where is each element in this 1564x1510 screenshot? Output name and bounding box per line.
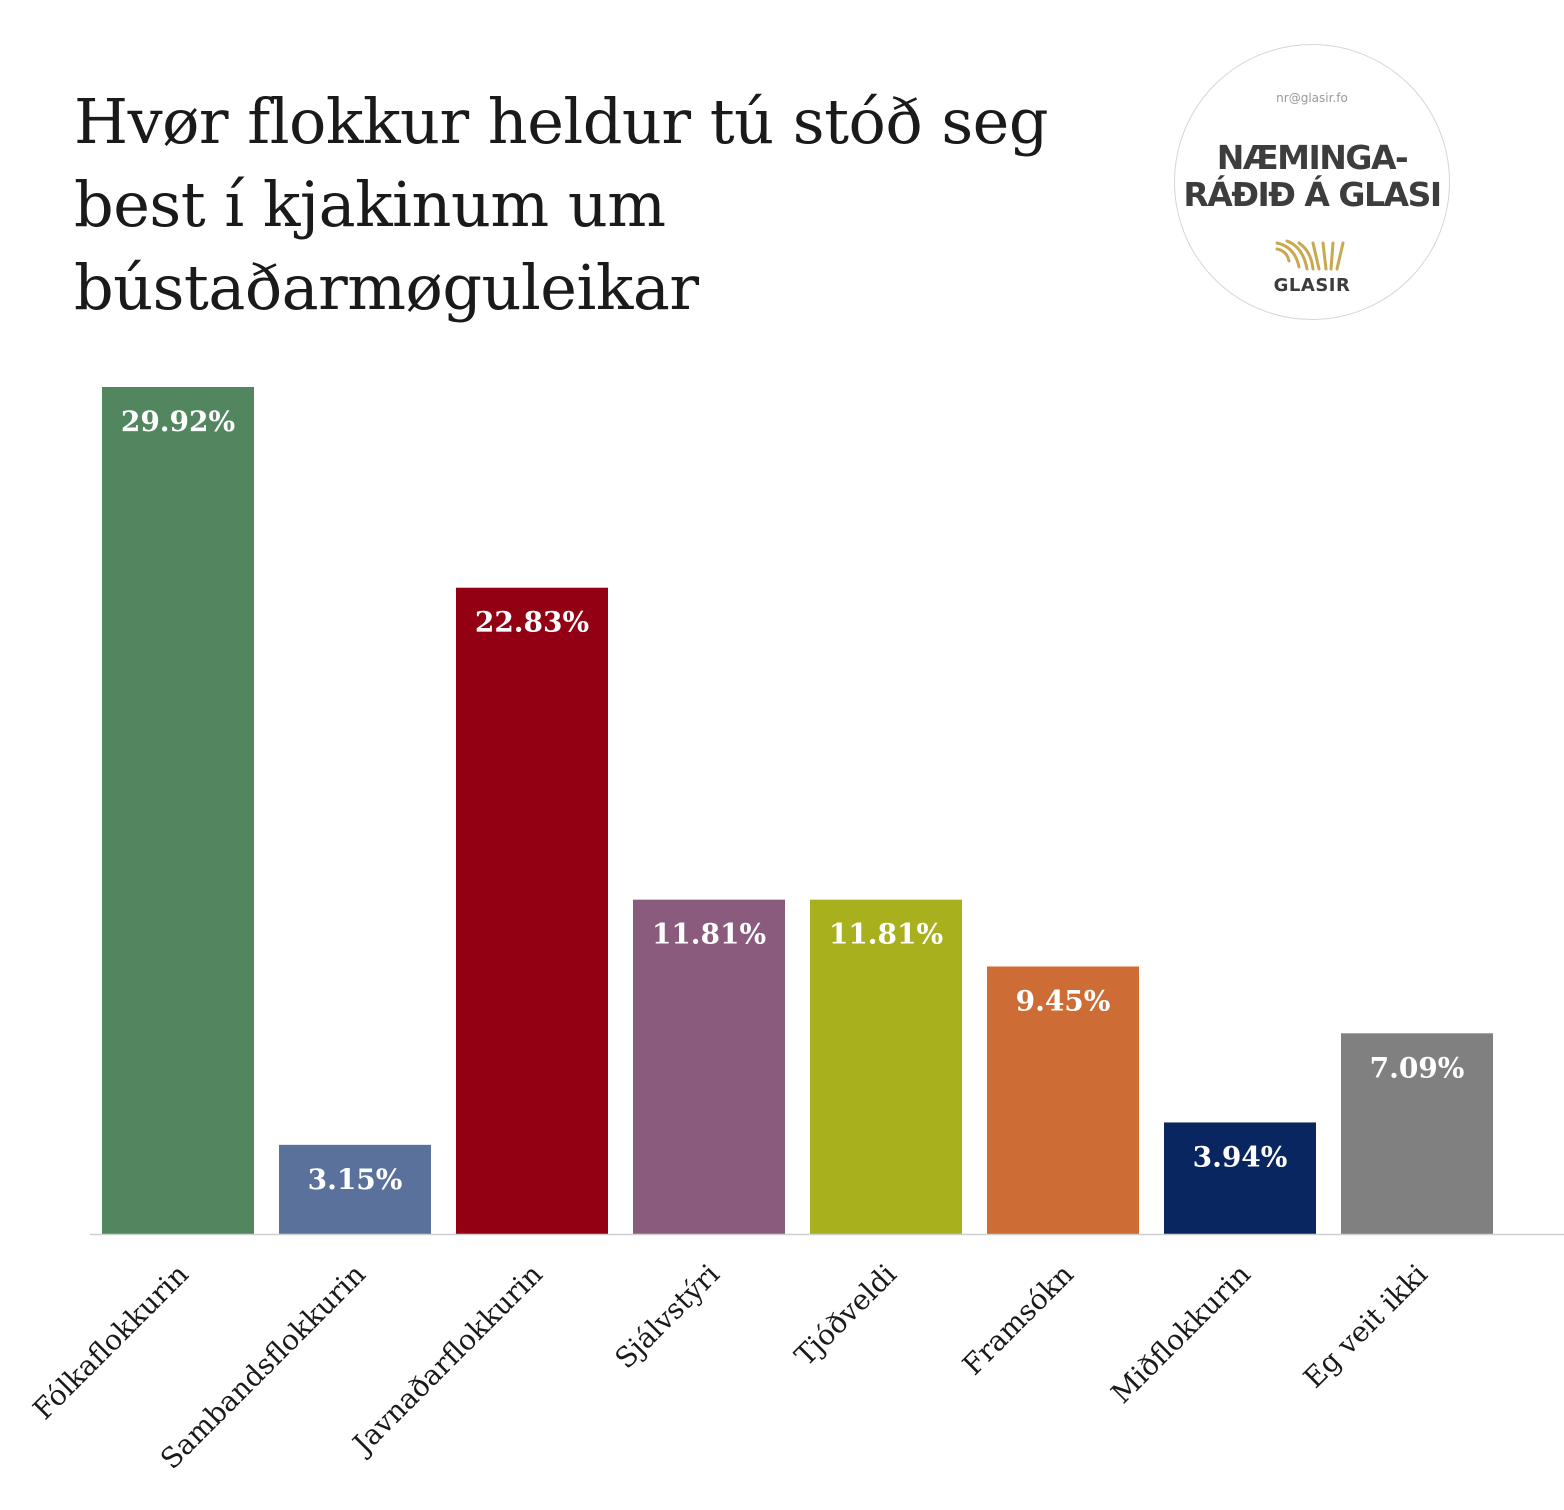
value-label-4: 11.81% (829, 918, 943, 951)
bar-2 (456, 587, 608, 1234)
chart-title: Hvør flokkur heldur tú stóð seg best í k… (74, 80, 1114, 329)
bar-7 (1341, 1033, 1493, 1234)
value-label-0: 29.92% (121, 405, 235, 438)
value-label-1: 3.15% (308, 1163, 403, 1196)
logo-badge: nr@glasir.fo NÆMINGA- RÁÐIÐ Á GLASI GLAS… (1174, 44, 1450, 320)
bar-4 (810, 899, 962, 1234)
category-label-5: Framsókn (956, 1258, 1080, 1382)
category-labels: FólkaflokkurinSambandsflokkurinJavnaðarf… (26, 1258, 1433, 1476)
bar-1 (279, 1144, 431, 1234)
category-label-1: Sambandsflokkurin (154, 1258, 372, 1476)
bars (102, 387, 1493, 1234)
chart-title-line-2: best í kjakinum um (74, 168, 666, 241)
logo-email: nr@glasir.fo (1276, 91, 1348, 105)
value-label-6: 3.94% (1193, 1140, 1288, 1173)
value-label-5: 9.45% (1016, 984, 1111, 1017)
chart-title-line-1: Hvør flokkur heldur tú stóð seg (74, 85, 1049, 158)
value-label-2: 22.83% (475, 606, 589, 639)
category-label-7: Eg veit ikki (1297, 1258, 1434, 1395)
logo-name-line-1: NÆMINGA- (1216, 138, 1409, 177)
category-label-3: Sjálvstýri (608, 1258, 725, 1375)
logo-name-line-2: RÁÐIÐ Á GLASI (1183, 175, 1442, 214)
category-label-6: Miðflokkurin (1105, 1258, 1257, 1410)
value-label-3: 11.81% (652, 918, 766, 951)
category-label-4: Tjóðveldi (788, 1258, 903, 1373)
value-label-7: 7.09% (1370, 1051, 1465, 1084)
logo-name: NÆMINGA- RÁÐIÐ Á GLASI (1175, 139, 1449, 213)
bar-5 (987, 966, 1139, 1234)
bar-6 (1164, 1122, 1316, 1234)
bar-3 (633, 899, 785, 1234)
glasir-waves-icon (1275, 239, 1345, 271)
category-label-0: Fólkaflokkurin (26, 1258, 194, 1426)
logo-brand: GLASIR (1273, 275, 1351, 296)
value-labels: 29.92% 3.15% 22.83% 11.81% 11.81% 9.45% 3.94% 7… (121, 405, 1465, 1196)
chart-title-line-3: bústaðarmøguleikar (74, 251, 699, 324)
category-label-2: Javnaðarflokkurin (344, 1258, 549, 1463)
bar-0 (102, 387, 254, 1234)
